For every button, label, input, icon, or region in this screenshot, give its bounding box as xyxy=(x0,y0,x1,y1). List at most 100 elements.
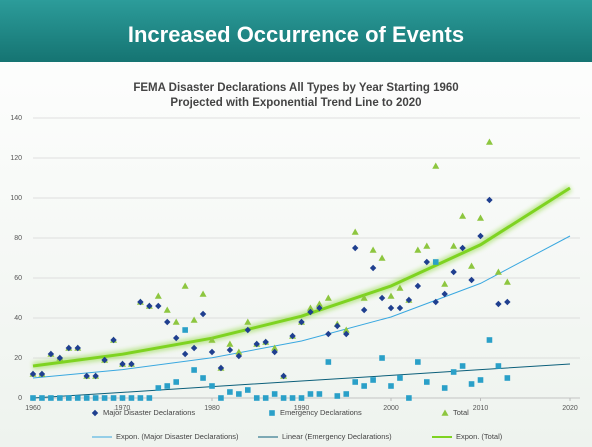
diamond-marker xyxy=(369,264,377,272)
diamond-marker xyxy=(316,304,323,312)
diamond-marker xyxy=(244,326,251,334)
square-marker xyxy=(432,259,439,265)
triangle-marker xyxy=(459,212,467,219)
x-tick-label: 1960 xyxy=(25,405,41,412)
triangle-marker xyxy=(315,300,323,307)
y-tick-label: 140 xyxy=(10,115,22,122)
diamond-marker xyxy=(65,344,72,352)
triangle-marker xyxy=(378,254,386,261)
square-marker xyxy=(262,395,269,401)
square-marker xyxy=(504,375,511,381)
triangle-marker xyxy=(190,316,198,323)
legend-label: Total xyxy=(453,408,469,417)
triangle-marker xyxy=(324,294,332,301)
diamond-marker xyxy=(468,276,475,284)
triangle-marker xyxy=(494,268,502,275)
square-marker xyxy=(397,375,403,381)
square-marker xyxy=(334,393,341,399)
square-marker xyxy=(146,395,153,401)
triangle-marker xyxy=(441,280,449,287)
square-marker xyxy=(459,363,466,369)
square-marker xyxy=(128,395,135,401)
square-marker xyxy=(209,383,215,389)
triangle-marker xyxy=(485,138,493,145)
triangle-marker xyxy=(414,246,422,253)
diamond-marker xyxy=(91,409,99,417)
square-marker xyxy=(415,359,421,365)
square-marker xyxy=(269,410,275,416)
diamond-marker xyxy=(334,322,341,330)
triangle-marker xyxy=(423,242,431,249)
square-marker xyxy=(101,395,108,401)
legend-label: Linear (Emergency Declarations) xyxy=(282,432,392,441)
square-marker xyxy=(200,375,206,381)
triangle-marker xyxy=(360,294,368,301)
diamond-marker xyxy=(208,348,216,356)
diamond-marker xyxy=(325,330,332,338)
diamond-marker xyxy=(432,298,439,306)
triangle-marker xyxy=(172,318,180,325)
legend-label: Major Disaster Declarations xyxy=(103,408,195,417)
diamond-marker xyxy=(199,310,207,318)
diamond-marker xyxy=(56,354,64,362)
triangle-marker xyxy=(306,304,314,311)
diamond-marker xyxy=(387,304,395,312)
triangle-marker xyxy=(163,306,171,313)
y-tick-label: 0 xyxy=(18,395,22,402)
square-marker xyxy=(352,379,358,385)
triangle-marker xyxy=(369,246,377,253)
square-marker xyxy=(227,389,233,395)
square-marker xyxy=(468,381,475,387)
triangle-marker xyxy=(503,278,511,285)
plot: 0 20 40 60 80 100 120 140 1960 1970 1980 1990 2000 20… xyxy=(10,115,580,441)
square-marker xyxy=(450,369,457,375)
diamond-marker xyxy=(29,370,37,378)
triangle-marker xyxy=(199,290,207,297)
diamond-marker xyxy=(47,350,55,358)
triangle-marker xyxy=(450,242,458,249)
legend-label: Expon. (Total) xyxy=(456,432,503,441)
diamond-marker xyxy=(271,348,278,356)
square-marker xyxy=(388,383,394,389)
diamond-marker xyxy=(38,370,46,378)
square-marker xyxy=(66,395,72,401)
square-marker xyxy=(74,395,81,401)
triangle-marker xyxy=(181,282,189,289)
diamond-marker xyxy=(128,360,135,368)
diamond-marker xyxy=(155,302,162,310)
square-marker xyxy=(191,367,197,373)
square-marker xyxy=(137,395,144,401)
diamond-marker xyxy=(352,244,359,252)
square-marker xyxy=(57,395,63,401)
triangle-marker xyxy=(226,340,234,347)
x-tick-label: 2010 xyxy=(473,405,489,412)
triangle-marker xyxy=(441,409,449,416)
diamond-marker xyxy=(423,258,430,266)
triangle-marker xyxy=(396,284,404,291)
diamond-marker xyxy=(226,346,234,354)
diamond-marker xyxy=(450,268,457,276)
square-marker xyxy=(83,395,90,401)
square-marker xyxy=(245,387,251,393)
diamond-marker xyxy=(253,340,260,348)
x-tick-label: 1970 xyxy=(115,405,131,412)
diamond-marker xyxy=(414,282,422,290)
square-marker xyxy=(271,391,278,397)
triangle-marker xyxy=(235,348,243,355)
square-marker xyxy=(361,383,367,389)
x-tick-label: 2000 xyxy=(383,405,399,412)
chart-title: FEMA Disaster Declarations All Types by … xyxy=(133,82,458,94)
legend-label: Expon. (Major Disaster Declarations) xyxy=(116,432,239,441)
square-marker xyxy=(406,395,412,401)
square-marker xyxy=(325,359,332,365)
diamond-marker xyxy=(477,232,484,240)
diamond-marker xyxy=(396,304,404,312)
diamond-marker xyxy=(164,318,171,326)
square-marker xyxy=(173,379,179,385)
square-marker xyxy=(424,379,430,385)
diamond-marker xyxy=(173,334,180,342)
square-marker xyxy=(164,383,171,389)
diamond-marker xyxy=(146,302,153,310)
square-marker xyxy=(477,377,484,383)
